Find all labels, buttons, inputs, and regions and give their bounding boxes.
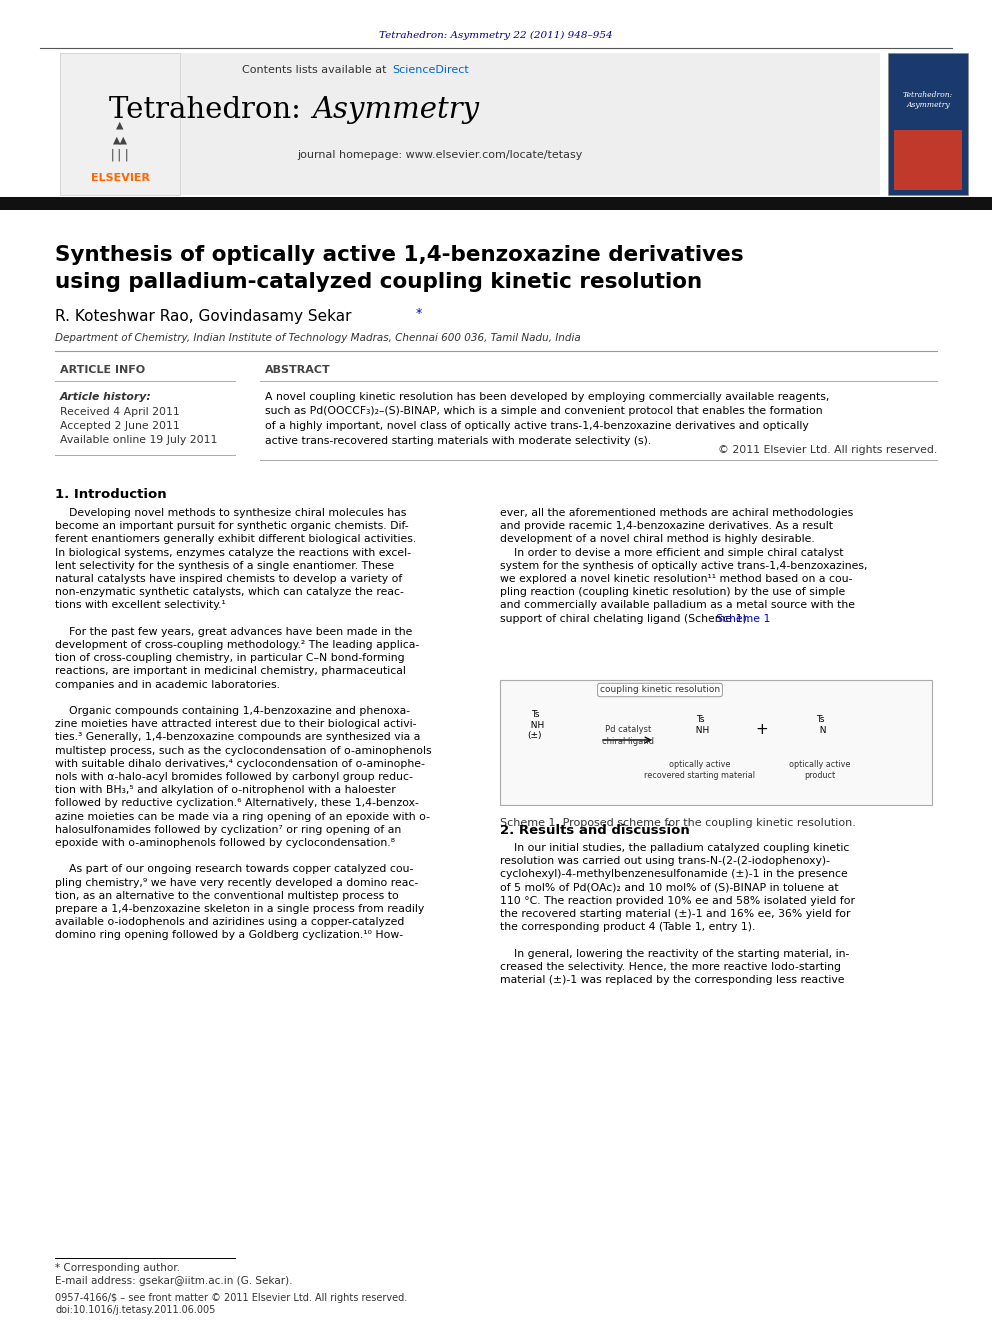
- Bar: [60, 53, 880, 194]
- Text: tions with excellent selectivity.¹: tions with excellent selectivity.¹: [55, 601, 226, 610]
- Text: In our initial studies, the palladium catalyzed coupling kinetic: In our initial studies, the palladium ca…: [500, 843, 849, 853]
- Text: Department of Chemistry, Indian Institute of Technology Madras, Chennai 600 036,: Department of Chemistry, Indian Institut…: [55, 333, 580, 343]
- Text: Developing novel methods to synthesize chiral molecules has: Developing novel methods to synthesize c…: [55, 508, 407, 519]
- Text: natural catalysts have inspired chemists to develop a variety of: natural catalysts have inspired chemists…: [55, 574, 402, 583]
- Text: A novel coupling kinetic resolution has been developed by employing commercially: A novel coupling kinetic resolution has …: [265, 392, 829, 402]
- Text: 1. Introduction: 1. Introduction: [55, 488, 167, 501]
- Text: azine moieties can be made via a ring opening of an epoxide with o-: azine moieties can be made via a ring op…: [55, 811, 430, 822]
- Text: In biological systems, enzymes catalyze the reactions with excel-: In biological systems, enzymes catalyze …: [55, 548, 411, 557]
- Text: lent selectivity for the synthesis of a single enantiomer. These: lent selectivity for the synthesis of a …: [55, 561, 394, 570]
- Text: pling chemistry,⁹ we have very recently developed a domino reac-: pling chemistry,⁹ we have very recently …: [55, 877, 419, 888]
- Text: In order to devise a more efficient and simple chiral catalyst: In order to devise a more efficient and …: [500, 548, 843, 557]
- Text: Ts
  N: Ts N: [813, 716, 826, 734]
- Text: Accepted 2 June 2011: Accepted 2 June 2011: [60, 421, 180, 431]
- Bar: [60, 53, 180, 194]
- Text: doi:10.1016/j.tetasy.2011.06.005: doi:10.1016/j.tetasy.2011.06.005: [55, 1304, 215, 1315]
- Text: *: *: [416, 307, 423, 319]
- Text: tion of cross-coupling chemistry, in particular C–N bond-forming: tion of cross-coupling chemistry, in par…: [55, 654, 405, 663]
- Text: become an important pursuit for synthetic organic chemists. Dif-: become an important pursuit for syntheti…: [55, 521, 409, 532]
- Text: 2. Results and discussion: 2. Results and discussion: [500, 823, 689, 836]
- Text: For the past few years, great advances have been made in the: For the past few years, great advances h…: [55, 627, 413, 636]
- Text: Available online 19 July 2011: Available online 19 July 2011: [60, 435, 217, 445]
- Text: As part of our ongoing research towards copper catalyzed cou-: As part of our ongoing research towards …: [55, 864, 414, 875]
- Text: support of chiral chelating ligand (Scheme 1).: support of chiral chelating ligand (Sche…: [500, 614, 750, 623]
- Text: Tetrahedron:: Tetrahedron:: [109, 97, 310, 124]
- Text: * Corresponding author.: * Corresponding author.: [55, 1263, 180, 1273]
- Text: development of a novel chiral method is highly desirable.: development of a novel chiral method is …: [500, 534, 814, 544]
- Text: of 5 mol% of Pd(OAc)₂ and 10 mol% of (S)-BINAP in toluene at: of 5 mol% of Pd(OAc)₂ and 10 mol% of (S)…: [500, 882, 838, 893]
- Text: chiral ligand: chiral ligand: [602, 737, 654, 746]
- Text: Contents lists available at: Contents lists available at: [242, 65, 390, 75]
- Text: Synthesis of optically active 1,4-benzoxazine derivatives: Synthesis of optically active 1,4-benzox…: [55, 245, 744, 265]
- Bar: [0, 197, 992, 210]
- Text: with suitable dihalo derivatives,⁴ cyclocondensation of o-aminophe-: with suitable dihalo derivatives,⁴ cyclo…: [55, 759, 425, 769]
- Text: ScienceDirect: ScienceDirect: [392, 65, 469, 75]
- Text: reactions, are important in medicinal chemistry, pharmaceutical: reactions, are important in medicinal ch…: [55, 667, 406, 676]
- Text: prepare a 1,4-benzoxazine skeleton in a single process from readily: prepare a 1,4-benzoxazine skeleton in a …: [55, 904, 425, 914]
- Text: resolution was carried out using trans-N-(2-(2-iodophenoxy)-: resolution was carried out using trans-N…: [500, 856, 830, 867]
- Text: +: +: [756, 722, 769, 737]
- Text: the corresponding product 4 (Table 1, entry 1).: the corresponding product 4 (Table 1, en…: [500, 922, 755, 933]
- Text: cyclohexyl)-4-methylbenzenesulfonamide (±)-1 in the presence: cyclohexyl)-4-methylbenzenesulfonamide (…: [500, 869, 848, 880]
- Text: In general, lowering the reactivity of the starting material, in-: In general, lowering the reactivity of t…: [500, 949, 849, 959]
- Text: ties.³ Generally, 1,4-benzoxazine compounds are synthesized via a: ties.³ Generally, 1,4-benzoxazine compou…: [55, 733, 421, 742]
- Text: optically active
product: optically active product: [790, 761, 851, 779]
- Text: followed by reductive cyclization.⁶ Alternatively, these 1,4-benzox-: followed by reductive cyclization.⁶ Alte…: [55, 798, 419, 808]
- Text: epoxide with o-aminophenols followed by cyclocondensation.⁸: epoxide with o-aminophenols followed by …: [55, 837, 395, 848]
- Text: the recovered starting material (±)-1 and 16% ee, 36% yield for: the recovered starting material (±)-1 an…: [500, 909, 850, 919]
- Text: ARTICLE INFO: ARTICLE INFO: [60, 365, 145, 374]
- Text: material (±)-1 was replaced by the corresponding less reactive: material (±)-1 was replaced by the corre…: [500, 975, 844, 986]
- Text: Scheme 1: Scheme 1: [716, 614, 771, 623]
- Text: 110 °C. The reaction provided 10% ee and 58% isolated yield for: 110 °C. The reaction provided 10% ee and…: [500, 896, 855, 906]
- Bar: [894, 130, 962, 191]
- Text: ABSTRACT: ABSTRACT: [265, 365, 330, 374]
- Text: © 2011 Elsevier Ltd. All rights reserved.: © 2011 Elsevier Ltd. All rights reserved…: [718, 445, 937, 455]
- Text: non-enzymatic synthetic catalysts, which can catalyze the reac-: non-enzymatic synthetic catalysts, which…: [55, 587, 404, 597]
- Bar: [500, 680, 932, 804]
- Text: Article history:: Article history:: [60, 392, 152, 402]
- Text: Scheme 1. Proposed scheme for the coupling kinetic resolution.: Scheme 1. Proposed scheme for the coupli…: [500, 818, 856, 828]
- Text: ever, all the aforementioned methods are achiral methodologies: ever, all the aforementioned methods are…: [500, 508, 853, 519]
- Text: and commercially available palladium as a metal source with the: and commercially available palladium as …: [500, 601, 855, 610]
- Text: system for the synthesis of optically active trans-1,4-benzoxazines,: system for the synthesis of optically ac…: [500, 561, 867, 570]
- Text: coupling kinetic resolution: coupling kinetic resolution: [600, 685, 720, 695]
- Text: and provide racemic 1,4-benzoxazine derivatives. As a result: and provide racemic 1,4-benzoxazine deri…: [500, 521, 833, 532]
- Text: Ts
  NH
(±): Ts NH (±): [526, 710, 545, 740]
- Text: companies and in academic laboratories.: companies and in academic laboratories.: [55, 680, 280, 689]
- Text: halosulfonamides followed by cyclization⁷ or ring opening of an: halosulfonamides followed by cyclization…: [55, 824, 401, 835]
- Text: tion with BH₃,⁵ and alkylation of o-nitrophenol with a haloester: tion with BH₃,⁵ and alkylation of o-nitr…: [55, 785, 396, 795]
- Text: ferent enantiomers generally exhibit different biological activities.: ferent enantiomers generally exhibit dif…: [55, 534, 417, 544]
- Text: R. Koteshwar Rao, Govindasamy Sekar: R. Koteshwar Rao, Govindasamy Sekar: [55, 308, 351, 324]
- Text: active trans-recovered starting materials with moderate selectivity (s).: active trans-recovered starting material…: [265, 435, 652, 446]
- Text: using palladium-catalyzed coupling kinetic resolution: using palladium-catalyzed coupling kinet…: [55, 273, 702, 292]
- Text: E-mail address: gsekar@iitm.ac.in (G. Sekar).: E-mail address: gsekar@iitm.ac.in (G. Se…: [55, 1275, 293, 1286]
- Text: nols with α-halo-acyl bromides followed by carbonyl group reduc-: nols with α-halo-acyl bromides followed …: [55, 773, 413, 782]
- Text: journal homepage: www.elsevier.com/locate/tetasy: journal homepage: www.elsevier.com/locat…: [298, 149, 582, 160]
- Text: Tetrahedron:
Asymmetry: Tetrahedron: Asymmetry: [903, 91, 953, 108]
- Text: 0957-4166/$ – see front matter © 2011 Elsevier Ltd. All rights reserved.: 0957-4166/$ – see front matter © 2011 El…: [55, 1293, 408, 1303]
- Text: Asymmetry: Asymmetry: [312, 97, 479, 124]
- Text: domino ring opening followed by a Goldberg cyclization.¹⁰ How-: domino ring opening followed by a Goldbe…: [55, 930, 403, 941]
- Text: such as Pd(OOCCF₃)₂–(S)-BINAP, which is a simple and convenient protocol that en: such as Pd(OOCCF₃)₂–(S)-BINAP, which is …: [265, 406, 822, 417]
- Text: ELSEVIER: ELSEVIER: [90, 173, 150, 183]
- Text: tion, as an alternative to the conventional multistep process to: tion, as an alternative to the conventio…: [55, 890, 399, 901]
- Text: Organic compounds containing 1,4-benzoxazine and phenoxa-: Organic compounds containing 1,4-benzoxa…: [55, 706, 410, 716]
- Text: Received 4 April 2011: Received 4 April 2011: [60, 407, 180, 417]
- Text: optically active
recovered starting material: optically active recovered starting mate…: [645, 761, 756, 779]
- Text: Ts
  NH: Ts NH: [690, 716, 709, 734]
- Text: multistep process, such as the cyclocondensation of o-aminophenols: multistep process, such as the cyclocond…: [55, 746, 432, 755]
- Text: Pd catalyst: Pd catalyst: [605, 725, 651, 734]
- Text: zine moieties have attracted interest due to their biological activi-: zine moieties have attracted interest du…: [55, 720, 417, 729]
- Text: creased the selectivity. Hence, the more reactive Iodo-starting: creased the selectivity. Hence, the more…: [500, 962, 841, 972]
- Text: pling reaction (coupling kinetic resolution) by the use of simple: pling reaction (coupling kinetic resolut…: [500, 587, 845, 597]
- Text: of a highly important, novel class of optically active trans-1,4-benzoxazine der: of a highly important, novel class of op…: [265, 421, 808, 431]
- Text: ▲
▲▲
|||: ▲ ▲▲ |||: [109, 119, 131, 161]
- Text: we explored a novel kinetic resolution¹¹ method based on a cou-: we explored a novel kinetic resolution¹¹…: [500, 574, 852, 583]
- Text: development of cross-coupling methodology.² The leading applica-: development of cross-coupling methodolog…: [55, 640, 420, 650]
- Bar: [888, 53, 968, 194]
- Text: Tetrahedron: Asymmetry 22 (2011) 948–954: Tetrahedron: Asymmetry 22 (2011) 948–954: [379, 30, 613, 40]
- Text: available o-iodophenols and aziridines using a copper-catalyzed: available o-iodophenols and aziridines u…: [55, 917, 405, 927]
